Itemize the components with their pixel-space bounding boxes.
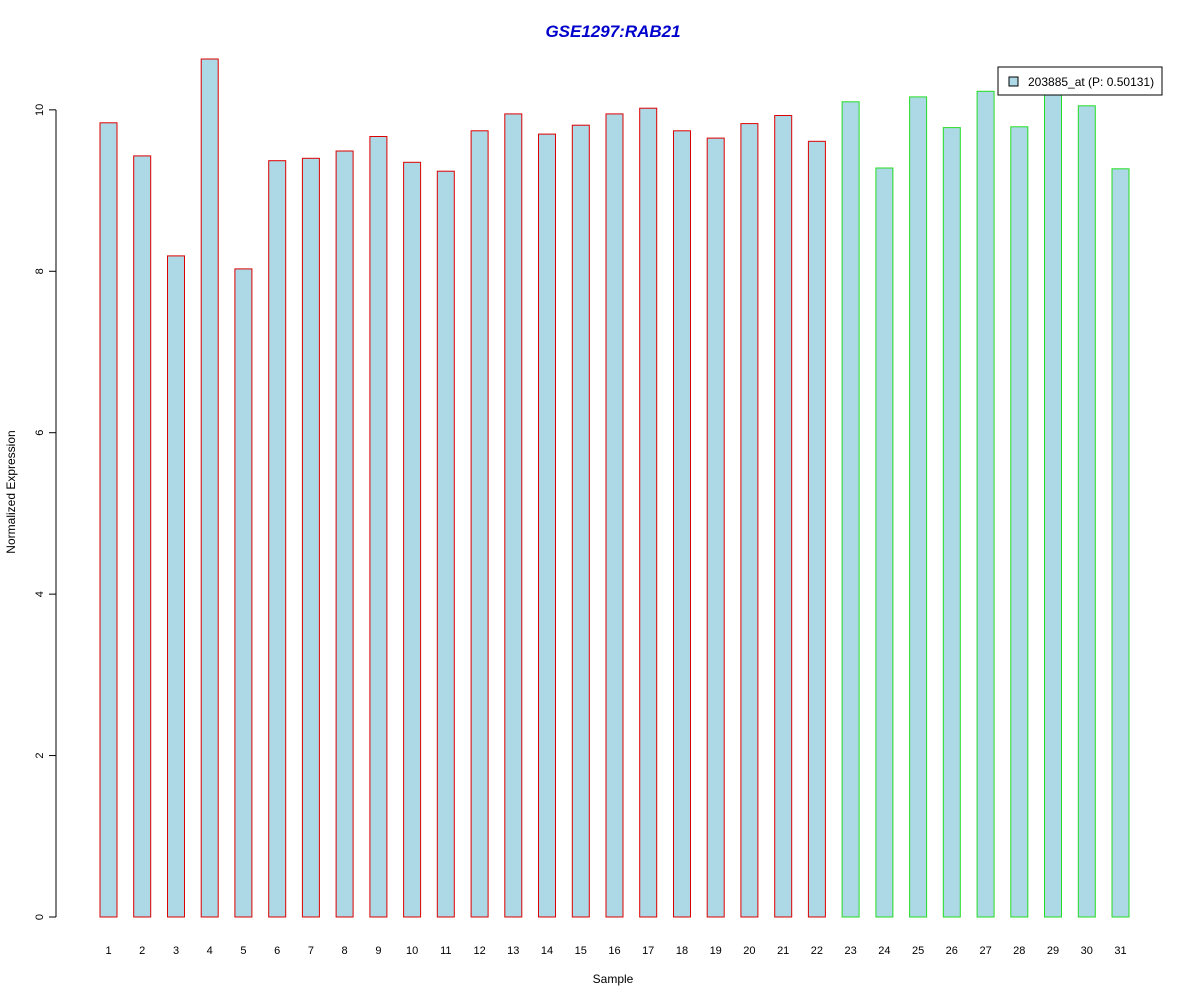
bar-sample-14	[538, 133, 556, 918]
bar-sample-10	[403, 161, 422, 918]
bar-sample-23	[841, 101, 860, 918]
x-tick-label: 16	[608, 945, 620, 957]
legend: 203885_at (P: 0.50131)	[997, 66, 1163, 96]
bar-sample-8	[335, 150, 354, 918]
legend-box	[997, 66, 1163, 96]
x-tick-label: 12	[473, 945, 485, 957]
y-tick-label: 4	[34, 591, 46, 597]
bar-sample-28	[1010, 126, 1029, 918]
x-tick-label: 9	[375, 945, 381, 957]
x-tick-label: 1	[105, 945, 111, 957]
y-axis-label: Normalized Expression	[4, 430, 18, 553]
x-tick-label: 30	[1081, 945, 1093, 957]
y-tick-label: 2	[34, 753, 46, 759]
x-tick-label: 28	[1013, 945, 1025, 957]
y-axis: 0 2 4 6 8 10	[34, 104, 57, 920]
x-tick-label: 6	[274, 945, 280, 957]
y-tick-label: 6	[34, 430, 46, 436]
bar-sample-24	[875, 167, 894, 918]
x-tick-label: 8	[342, 945, 348, 957]
x-tick-label: 2	[139, 945, 145, 957]
x-tick-label: 15	[575, 945, 587, 957]
x-tick-label: 14	[541, 945, 553, 957]
x-tick-label: 31	[1114, 945, 1126, 957]
bar-sample-5	[234, 268, 253, 918]
bar-sample-27	[976, 90, 995, 918]
x-tick-label: 24	[878, 945, 890, 957]
x-tick-label: 21	[777, 945, 789, 957]
x-tick-label: 26	[946, 945, 958, 957]
x-tick-label: 4	[207, 945, 213, 957]
bar-sample-29	[1044, 89, 1062, 918]
x-tick-label: 22	[811, 945, 823, 957]
x-tick-label: 13	[507, 945, 519, 957]
bar-sample-11	[436, 170, 455, 918]
bar-sample-31	[1111, 168, 1130, 918]
x-tick-label: 23	[844, 945, 856, 957]
bar-sample-4	[200, 58, 219, 918]
chart-title: GSE1297:RAB21	[545, 22, 680, 41]
bar-sample-26	[942, 127, 961, 918]
x-tick-label: 27	[979, 945, 991, 957]
bar-sample-17	[639, 107, 658, 918]
bar-sample-15	[571, 124, 590, 918]
x-tick-label: 10	[406, 945, 418, 957]
bar-sample-6	[268, 160, 287, 918]
x-axis-label: Sample	[593, 972, 634, 986]
bar-sample-16	[605, 113, 624, 918]
x-tick-label: 18	[676, 945, 688, 957]
bar-sample-21	[774, 115, 793, 918]
x-tick-label: 25	[912, 945, 924, 957]
x-tick-label: 17	[642, 945, 654, 957]
bar-sample-3	[167, 255, 185, 918]
bar-sample-13	[504, 113, 523, 918]
x-tick-label: 5	[240, 945, 246, 957]
y-tick-label: 0	[34, 914, 46, 920]
bar-sample-2	[133, 155, 152, 918]
bar-sample-9	[369, 136, 388, 918]
bars	[99, 58, 1130, 918]
bar-sample-7	[301, 157, 320, 918]
bar-sample-30	[1077, 105, 1096, 918]
x-tick-label: 19	[710, 945, 722, 957]
x-tick-label: 11	[440, 945, 451, 957]
legend-swatch	[1008, 76, 1019, 87]
bar-sample-12	[470, 130, 489, 918]
legend-entry: 203885_at (P: 0.50131)	[1028, 75, 1154, 89]
y-tick-label: 8	[34, 268, 46, 274]
x-tick-label: 20	[743, 945, 755, 957]
x-tick-label: 7	[308, 945, 314, 957]
bar-sample-1	[99, 122, 118, 918]
x-tick-label: 29	[1047, 945, 1059, 957]
bar-sample-19	[706, 137, 725, 918]
bar-sample-18	[673, 130, 691, 918]
bar-sample-25	[909, 96, 928, 918]
x-tick-labels: 1 2 3 4 5 6 7 8 9 10 11 12 13 14 15 16 17 18 19 20 21 22 23 24 2…	[105, 945, 1126, 957]
y-tick-label: 10	[34, 104, 46, 116]
bar-sample-22	[807, 140, 826, 918]
x-tick-label: 3	[173, 945, 179, 957]
bar-sample-20	[740, 123, 759, 918]
